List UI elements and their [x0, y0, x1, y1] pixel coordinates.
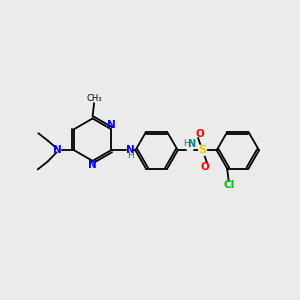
Text: N: N — [106, 120, 115, 130]
Text: H: H — [183, 139, 190, 148]
Text: H: H — [127, 152, 134, 160]
Text: N: N — [88, 160, 97, 170]
Text: Cl: Cl — [224, 180, 235, 190]
Text: O: O — [196, 129, 204, 139]
Text: N: N — [187, 139, 195, 149]
Text: N: N — [53, 145, 62, 155]
Text: N: N — [126, 145, 135, 155]
Text: CH₃: CH₃ — [86, 94, 102, 103]
Text: S: S — [199, 145, 206, 155]
Text: O: O — [201, 162, 209, 172]
